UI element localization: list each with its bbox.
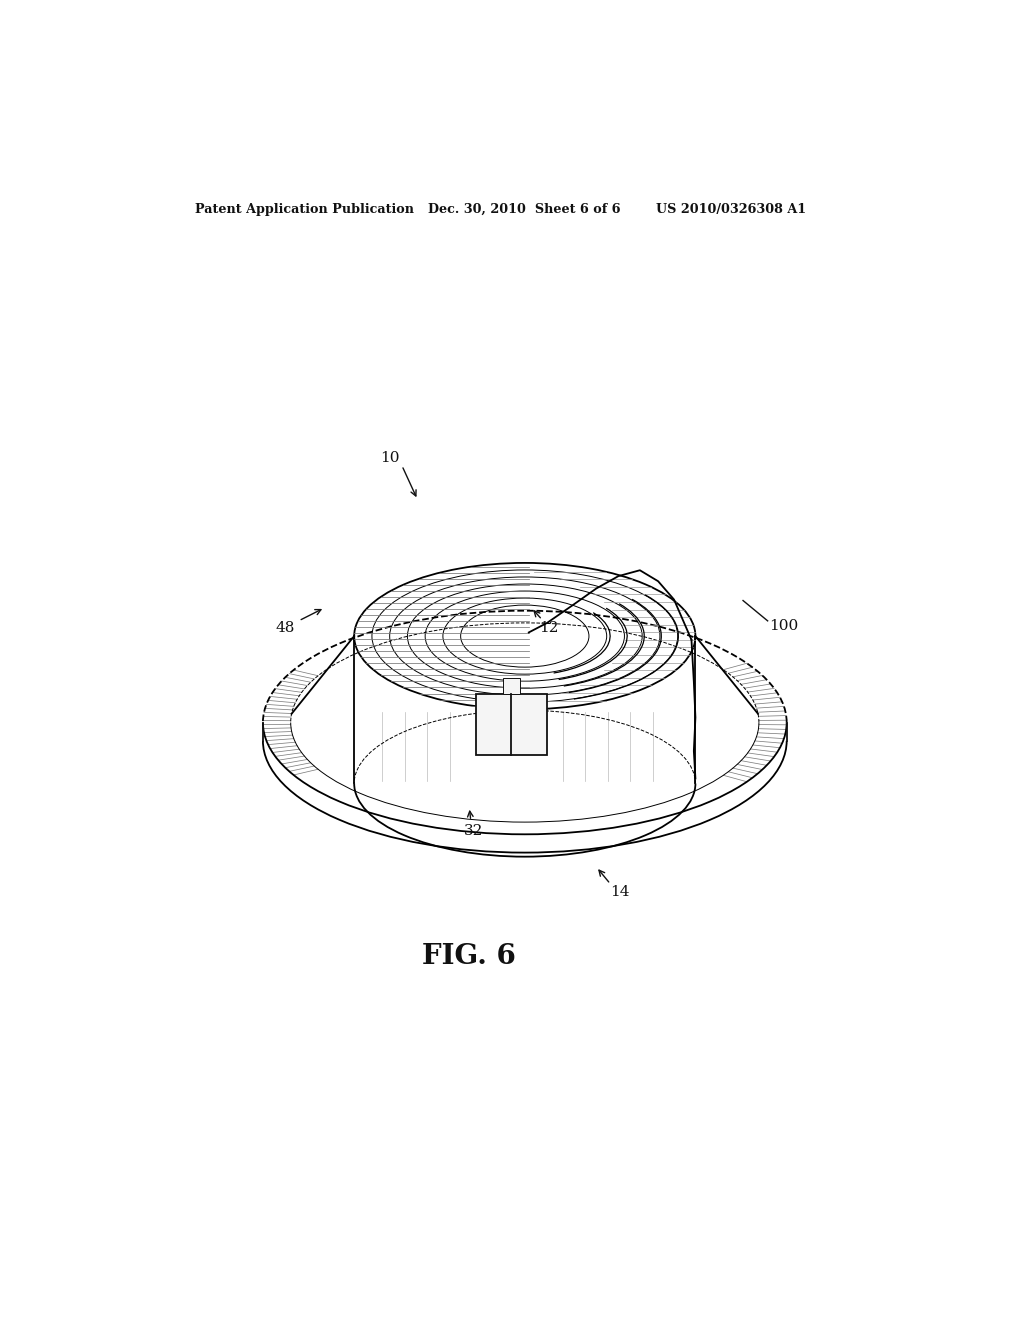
- Text: FIG. 6: FIG. 6: [422, 942, 516, 970]
- Text: 10: 10: [380, 451, 399, 465]
- FancyBboxPatch shape: [503, 677, 520, 694]
- Text: US 2010/0326308 A1: US 2010/0326308 A1: [655, 203, 806, 216]
- Text: 32: 32: [464, 824, 483, 838]
- Text: Dec. 30, 2010  Sheet 6 of 6: Dec. 30, 2010 Sheet 6 of 6: [428, 203, 621, 216]
- Text: 14: 14: [610, 886, 630, 899]
- Text: Patent Application Publication: Patent Application Publication: [196, 203, 415, 216]
- FancyBboxPatch shape: [475, 694, 547, 755]
- Text: 100: 100: [769, 619, 799, 634]
- Text: 12: 12: [539, 620, 558, 635]
- Text: 48: 48: [275, 620, 295, 635]
